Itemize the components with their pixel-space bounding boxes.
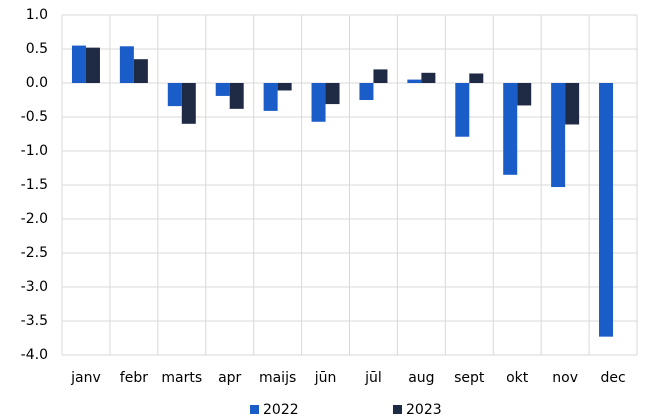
legend-label: 2023 [406, 402, 442, 418]
x-tick-label: jūn [314, 370, 337, 386]
bar [565, 83, 580, 125]
y-tick-label: 0.5 [26, 41, 48, 57]
bar [181, 83, 196, 124]
bar [421, 72, 436, 83]
x-tick-label: jūl [364, 370, 382, 386]
bar [277, 83, 292, 91]
bar [133, 59, 148, 83]
x-tick-label: dec [600, 370, 625, 386]
bar [599, 83, 614, 337]
bar [167, 83, 182, 107]
bar [373, 69, 388, 83]
bar [215, 83, 230, 96]
y-tick-label: 1.0 [26, 7, 48, 23]
bar [359, 83, 374, 100]
bar [229, 83, 244, 109]
y-tick-label: -1.5 [21, 177, 48, 193]
bar [325, 83, 340, 105]
bar [71, 45, 86, 83]
bar [263, 83, 278, 111]
y-tick-label: -3.0 [21, 279, 48, 295]
legend-label: 2022 [263, 402, 299, 418]
x-tick-label: febr [120, 370, 148, 386]
y-tick-label: 0.0 [26, 75, 48, 91]
legend-swatch [250, 405, 259, 414]
y-tick-label: -4.0 [21, 347, 48, 363]
bar [503, 83, 518, 175]
x-tick-label: maijs [259, 370, 296, 386]
bar [551, 83, 566, 188]
x-tick-label: janv [70, 370, 101, 386]
bar [119, 46, 134, 83]
bar [517, 83, 532, 106]
legend-swatch [393, 405, 402, 414]
y-tick-label: -0.5 [21, 109, 48, 125]
x-tick-label: sept [454, 370, 485, 386]
y-tick-label: -3.5 [21, 313, 48, 329]
bar [407, 79, 422, 83]
bar [455, 83, 470, 137]
y-tick-label: -2.0 [21, 211, 48, 227]
x-tick-label: nov [552, 370, 578, 386]
bar [311, 83, 326, 122]
x-tick-label: aug [408, 370, 434, 386]
bar [469, 73, 484, 83]
y-tick-label: -2.5 [21, 245, 48, 261]
x-tick-label: marts [161, 370, 202, 386]
bar [85, 47, 100, 83]
x-tick-label: okt [506, 370, 529, 386]
y-tick-label: -1.0 [21, 143, 48, 159]
x-tick-label: apr [218, 370, 241, 386]
